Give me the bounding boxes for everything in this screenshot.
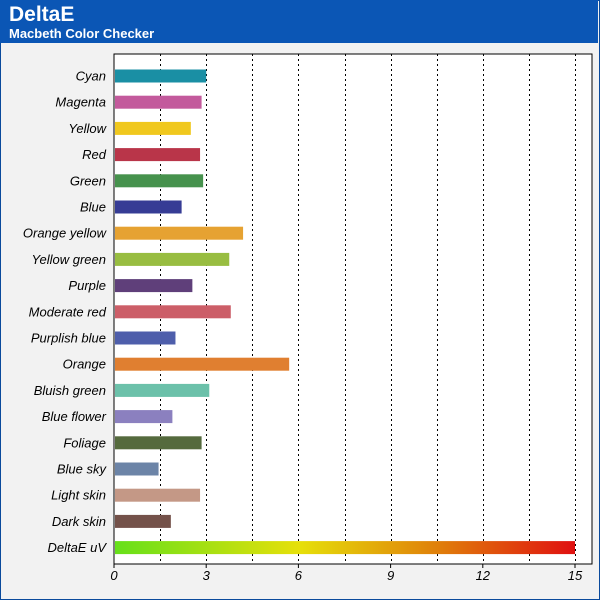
- bar-purple: [115, 279, 193, 293]
- category-label: Purplish blue: [31, 331, 106, 346]
- bar-foliage: [115, 436, 202, 450]
- bar-blue-flower: [115, 410, 173, 424]
- chart-title: DeltaE: [9, 3, 75, 26]
- bar-yellow-green: [115, 252, 230, 266]
- category-label: Magenta: [55, 95, 106, 110]
- category-label: Bluish green: [34, 383, 106, 398]
- category-label: Purple: [68, 278, 106, 293]
- category-label: Yellow: [68, 121, 107, 136]
- bar-blue: [115, 200, 182, 214]
- category-label: DeltaE uV: [47, 540, 107, 555]
- category-label: Moderate red: [29, 304, 107, 319]
- bar-green: [115, 174, 204, 188]
- bar-deltae-uv: [115, 541, 575, 555]
- bar-cyan: [115, 69, 207, 83]
- bar-purplish-blue: [115, 331, 176, 345]
- category-label: Blue: [80, 200, 106, 215]
- bar-orange: [115, 357, 290, 371]
- x-tick-label: 6: [295, 568, 303, 583]
- x-tick-label: 12: [476, 568, 491, 583]
- x-tick-label: 15: [568, 568, 583, 583]
- bar-yellow: [115, 121, 191, 135]
- x-axis-ticks: 0 3 6 9 12 15: [110, 564, 583, 583]
- bar-blue-sky: [115, 462, 159, 476]
- category-label: Orange yellow: [23, 226, 108, 241]
- category-label: Foliage: [63, 435, 106, 450]
- category-label: Dark skin: [52, 514, 106, 529]
- category-labels: Cyan Magenta Yellow Red Green Blue Orange yell…: [23, 69, 108, 556]
- x-tick-label: 0: [110, 568, 118, 583]
- x-tick-label: 9: [387, 568, 394, 583]
- bar-moderate-red: [115, 305, 231, 319]
- x-tick-label: 3: [203, 568, 211, 583]
- bar-magenta: [115, 95, 202, 109]
- bars: [115, 69, 575, 555]
- category-label: Red: [82, 147, 107, 162]
- category-label: Light skin: [51, 488, 106, 503]
- bar-orange-yellow: [115, 226, 244, 240]
- category-label: Blue sky: [57, 462, 108, 477]
- category-label: Cyan: [76, 69, 106, 84]
- category-label: Yellow green: [32, 252, 106, 267]
- bar-bluish-green: [115, 383, 210, 397]
- category-label: Blue flower: [42, 409, 107, 424]
- category-label: Orange: [63, 357, 106, 372]
- chart-subtitle: Macbeth Color Checker: [9, 26, 155, 41]
- bar-red: [115, 148, 201, 162]
- bar-dark-skin: [115, 514, 171, 528]
- chart-header: DeltaE Macbeth Color Checker: [0, 0, 598, 43]
- bar-light-skin: [115, 488, 201, 502]
- category-label: Green: [70, 173, 106, 188]
